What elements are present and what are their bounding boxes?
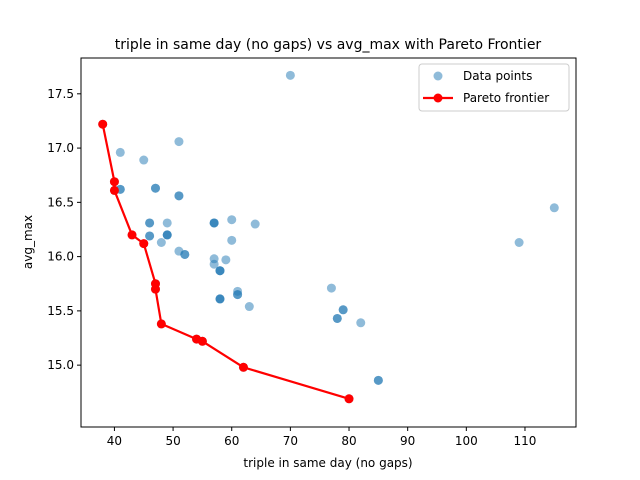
pareto-frontier-point bbox=[98, 119, 108, 129]
pareto-frontier-point bbox=[238, 362, 248, 372]
chart-title: triple in same day (no gaps) vs avg_max … bbox=[115, 37, 542, 53]
data-point bbox=[233, 290, 243, 300]
pareto-frontier-point bbox=[344, 394, 354, 404]
pareto-frontier-layer bbox=[98, 119, 354, 404]
data-point bbox=[156, 238, 166, 247]
y-tick-label: 15.0 bbox=[47, 358, 74, 372]
data-point bbox=[250, 219, 260, 229]
data-point bbox=[145, 231, 155, 241]
y-tick-label: 17.5 bbox=[47, 87, 74, 101]
data-point bbox=[221, 255, 231, 265]
legend-pareto-frontier-label: Pareto frontier bbox=[463, 91, 549, 105]
pareto-frontier-point bbox=[156, 319, 166, 329]
legend-frame bbox=[418, 63, 570, 112]
data-point bbox=[174, 191, 184, 201]
x-tick-label: 40 bbox=[107, 434, 122, 448]
pareto-frontier-point bbox=[197, 336, 207, 346]
pareto-frontier-point bbox=[109, 177, 119, 187]
data-point bbox=[332, 313, 342, 323]
data-point bbox=[209, 218, 219, 228]
data-point bbox=[145, 218, 155, 228]
x-tick-label: 110 bbox=[514, 434, 537, 448]
data-point bbox=[150, 183, 160, 193]
data-point bbox=[227, 235, 237, 245]
y-tick-label: 16.5 bbox=[47, 195, 74, 209]
x-tick-label: 50 bbox=[165, 434, 180, 448]
data-point bbox=[162, 230, 172, 240]
pareto-frontier-point bbox=[139, 239, 149, 249]
legend-pareto-frontier-marker bbox=[433, 93, 443, 103]
data-point bbox=[162, 218, 172, 228]
x-tick-label: 60 bbox=[224, 434, 239, 448]
data-point bbox=[215, 294, 225, 304]
data-point bbox=[227, 215, 237, 225]
data-point bbox=[215, 266, 225, 276]
pareto-frontier-point bbox=[150, 284, 160, 294]
legend-data-points-marker bbox=[433, 71, 443, 81]
y-tick-label: 16.0 bbox=[47, 250, 74, 264]
data-point bbox=[356, 318, 366, 328]
y-tick-label: 17.0 bbox=[47, 141, 74, 155]
data-point bbox=[373, 375, 383, 385]
y-tick-label: 15.5 bbox=[47, 304, 74, 318]
legend-data-points-label: Data points bbox=[463, 69, 532, 83]
data-point bbox=[244, 302, 254, 312]
x-axis: 40 50 60 70 80 90 100 110 bbox=[107, 427, 537, 448]
plot-area bbox=[81, 58, 576, 427]
legend: Data points Pareto frontier bbox=[418, 63, 570, 112]
plot-frame bbox=[80, 57, 577, 428]
pareto-frontier-point bbox=[109, 185, 119, 195]
y-axis: 15.0 15.5 16.0 16.5 17.0 17.5 bbox=[47, 87, 81, 372]
data-point bbox=[180, 249, 190, 259]
x-tick-label: 70 bbox=[283, 434, 298, 448]
data-point bbox=[326, 283, 336, 293]
x-tick-label: 100 bbox=[455, 434, 478, 448]
x-tick-label: 80 bbox=[341, 434, 356, 448]
data-point bbox=[174, 137, 184, 147]
data-point bbox=[514, 238, 524, 247]
data-point bbox=[549, 203, 559, 213]
x-axis-label: triple in same day (no gaps) bbox=[243, 456, 412, 470]
pareto-frontier-point bbox=[127, 230, 137, 240]
y-axis-label: avg_max bbox=[21, 215, 35, 269]
data-point bbox=[115, 147, 125, 157]
data-point bbox=[338, 305, 348, 315]
data-point bbox=[139, 155, 149, 165]
data-point bbox=[209, 259, 219, 269]
data-point bbox=[285, 70, 295, 80]
x-tick-label: 90 bbox=[400, 434, 415, 448]
